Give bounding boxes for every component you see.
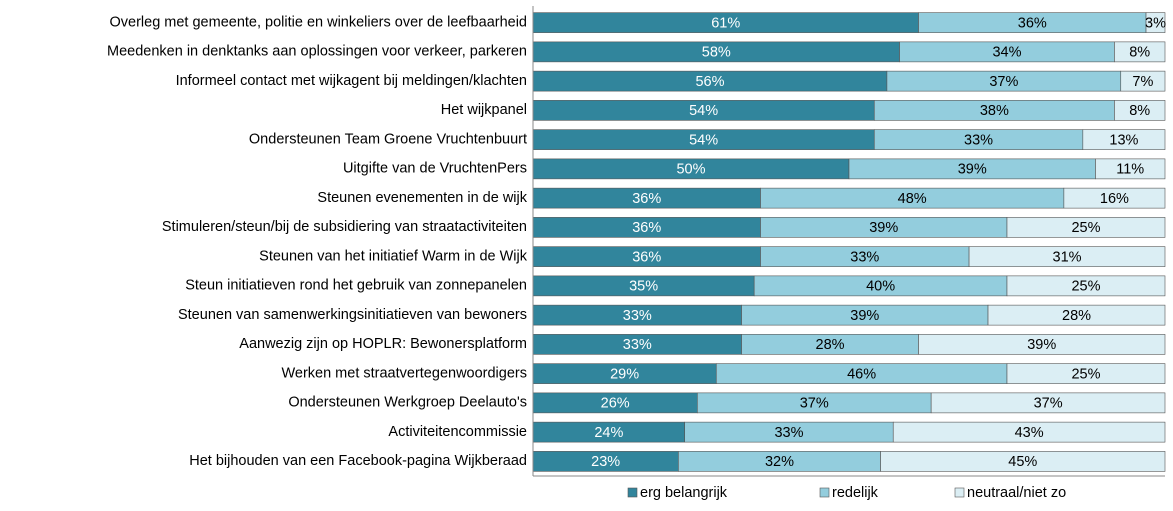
bar-segment [1006, 275, 1166, 297]
value-label: 50% [676, 162, 705, 178]
legend-swatch [627, 487, 638, 498]
value-label: 40% [866, 279, 895, 295]
value-label: 8% [1129, 103, 1150, 119]
value-label: 33% [964, 132, 993, 148]
category-label: Stimuleren/steun/bij de subsidiering van… [162, 219, 527, 235]
value-label: 25% [1071, 279, 1100, 295]
value-label: 46% [847, 366, 876, 382]
bar-segment [968, 246, 1166, 267]
value-label: 45% [1008, 454, 1037, 470]
bar-segment [1006, 363, 1166, 384]
value-label: 39% [958, 162, 987, 178]
value-label: 8% [1129, 45, 1150, 61]
bar-segment [892, 421, 1166, 443]
value-label: 37% [989, 74, 1018, 90]
bar-segment [1114, 41, 1166, 63]
legend-label: redelijk [832, 485, 879, 501]
value-label: 38% [980, 103, 1009, 119]
value-label: 26% [601, 396, 630, 412]
category-label: Ondersteunen Team Groene Vruchtenbuurt [249, 131, 527, 147]
value-label: 23% [591, 454, 620, 470]
value-label: 33% [623, 337, 652, 353]
bar-segment [1145, 12, 1166, 33]
category-label: Het wijkpanel [441, 102, 527, 118]
value-label: 54% [689, 132, 718, 148]
category-label: Steunen van het initiatief Warm in de Wi… [259, 248, 528, 264]
bar-segment [1095, 158, 1166, 180]
value-label: 35% [629, 279, 658, 295]
category-label: Ondersteunen Werkgroep Deelauto's [288, 395, 527, 411]
value-label: 54% [689, 103, 718, 119]
legend-label: neutraal/niet zo [967, 485, 1066, 501]
bar-segment [880, 451, 1166, 472]
bar-segment [987, 304, 1166, 326]
value-label: 11% [1116, 162, 1144, 178]
value-label: 56% [695, 74, 724, 90]
category-label: Uitgifte van de VruchtenPers [343, 161, 527, 177]
legend-swatch [819, 487, 830, 498]
value-label: 29% [610, 366, 639, 382]
value-label: 33% [774, 425, 803, 441]
value-label: 39% [869, 220, 898, 236]
value-label: 43% [1015, 425, 1044, 441]
legend-swatch [954, 487, 965, 498]
value-label: 25% [1071, 220, 1100, 236]
value-label: 25% [1071, 366, 1100, 382]
legend-label: erg belangrijk [640, 485, 728, 501]
value-label: 33% [850, 249, 879, 265]
value-label: 13% [1109, 132, 1138, 148]
value-label: 36% [1018, 15, 1047, 31]
value-label: 28% [816, 337, 845, 353]
value-label: 61% [711, 15, 740, 31]
category-label: Overleg met gemeente, politie en winkeli… [109, 14, 527, 30]
value-label: 36% [632, 191, 661, 207]
bar-segment [1063, 187, 1166, 209]
value-label: 3% [1145, 15, 1166, 31]
value-label: 37% [1034, 396, 1063, 412]
value-label: 37% [800, 396, 829, 412]
value-label: 48% [898, 191, 927, 207]
value-label: 31% [1053, 249, 1082, 265]
value-label: 33% [623, 308, 652, 324]
bar-segment [1006, 217, 1166, 238]
category-label: Aanwezig zijn op HOPLR: Bewonersplatform [239, 336, 527, 352]
value-label: 32% [765, 454, 794, 470]
value-label: 7% [1132, 74, 1153, 90]
value-label: 36% [632, 220, 661, 236]
bar-segment [918, 334, 1166, 355]
value-label: 39% [850, 308, 879, 324]
value-label: 58% [702, 45, 731, 61]
value-label: 34% [992, 45, 1021, 61]
category-label: Steun initiatieven rond het gebruik van … [185, 278, 527, 294]
value-label: 39% [1027, 337, 1056, 353]
value-label: 28% [1062, 308, 1091, 324]
bar-segment [1082, 129, 1166, 150]
category-label: Werken met straatvertegenwoordigers [281, 365, 527, 381]
bar-segment [930, 392, 1166, 414]
category-label: Steunen van samenwerkingsinitiatieven va… [178, 307, 527, 323]
category-label: Steunen evenementen in de wijk [317, 190, 527, 206]
category-label: Informeel contact met wijkagent bij meld… [176, 73, 527, 89]
category-label: Activiteitencommissie [388, 424, 527, 440]
value-label: 24% [594, 425, 623, 441]
bar-segment [1120, 70, 1166, 92]
category-label: Het bijhouden van een Facebook-pagina Wi… [189, 453, 527, 469]
category-label: Meedenken in denktanks aan oplossingen v… [107, 44, 527, 60]
value-label: 36% [632, 249, 661, 265]
value-label: 16% [1100, 191, 1129, 207]
bar-segment [1114, 100, 1166, 121]
